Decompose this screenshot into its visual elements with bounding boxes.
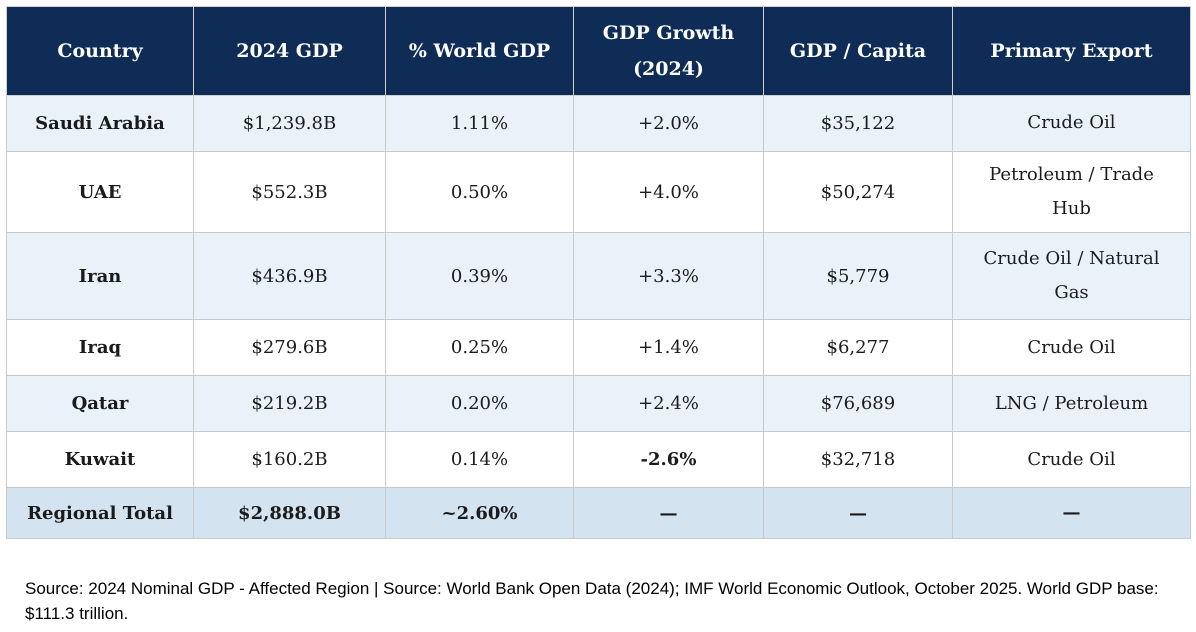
column-header-2024-gdp: 2024 GDP (193, 6, 386, 96)
cell-country: Regional Total (6, 487, 194, 540)
cell-export: Crude Oil (952, 431, 1191, 489)
cell-world-pct: 0.20% (385, 375, 574, 433)
cell-world-pct: 0.14% (385, 431, 574, 489)
cell-country: Saudi Arabia (6, 95, 194, 152)
cell-export: LNG / Petroleum (952, 375, 1191, 433)
cell-per-capita: $6,277 (763, 319, 953, 377)
cell-per-capita: — (763, 487, 953, 540)
table-row-qatar: Qatar $219.2B 0.20% +2.4% $76,689 LNG / … (6, 375, 1191, 433)
table-row-iran: Iran $436.9B 0.39% +3.3% $5,779 Crude Oi… (6, 232, 1191, 321)
cell-gdp: $436.9B (193, 232, 386, 321)
table-row-iraq: Iraq $279.6B 0.25% +1.4% $6,277 Crude Oi… (6, 319, 1191, 377)
cell-world-pct: 0.50% (385, 150, 574, 234)
cell-world-pct: ~2.60% (385, 487, 574, 540)
cell-export: — (952, 487, 1191, 540)
cell-export: Crude Oil (952, 319, 1191, 377)
cell-gdp: $552.3B (193, 150, 386, 234)
gdp-table: Country 2024 GDP % World GDP GDP Growth … (6, 6, 1191, 540)
cell-country: Kuwait (6, 431, 194, 489)
cell-growth: +3.3% (573, 232, 764, 321)
cell-country: UAE (6, 150, 194, 234)
cell-gdp: $219.2B (193, 375, 386, 433)
cell-world-pct: 0.25% (385, 319, 574, 377)
cell-gdp: $279.6B (193, 319, 386, 377)
cell-gdp: $160.2B (193, 431, 386, 489)
table-row-saudi-arabia: Saudi Arabia $1,239.8B 1.11% +2.0% $35,1… (6, 95, 1191, 152)
cell-country: Qatar (6, 375, 194, 433)
table-body: Saudi Arabia $1,239.8B 1.11% +2.0% $35,1… (6, 95, 1191, 540)
cell-export: Crude Oil (952, 95, 1191, 152)
cell-gdp: $1,239.8B (193, 95, 386, 152)
column-header-country: Country (6, 6, 194, 96)
cell-per-capita: $32,718 (763, 431, 953, 489)
cell-per-capita: $35,122 (763, 95, 953, 152)
cell-growth: — (573, 487, 764, 540)
column-header-primary-export: Primary Export (952, 6, 1191, 96)
cell-growth: -2.6% (573, 431, 764, 489)
cell-growth: +2.4% (573, 375, 764, 433)
cell-world-pct: 0.39% (385, 232, 574, 321)
source-note: Source: 2024 Nominal GDP - Affected Regi… (25, 579, 1159, 624)
cell-growth: +1.4% (573, 319, 764, 377)
cell-growth: +2.0% (573, 95, 764, 152)
cell-country: Iraq (6, 319, 194, 377)
cell-world-pct: 1.11% (385, 95, 574, 152)
table-row-regional-total: Regional Total $2,888.0B ~2.60% — — — (6, 487, 1191, 540)
column-header-gdp-per-capita: GDP / Capita (763, 6, 953, 96)
table-row-kuwait: Kuwait $160.2B 0.14% -2.6% $32,718 Crude… (6, 431, 1191, 489)
cell-export: Crude Oil / Natural Gas (952, 232, 1191, 321)
table-header: Country 2024 GDP % World GDP GDP Growth … (6, 6, 1191, 96)
column-header-pct-world-gdp: % World GDP (385, 6, 574, 96)
cell-per-capita: $76,689 (763, 375, 953, 433)
cell-per-capita: $50,274 (763, 150, 953, 234)
header-row: Country 2024 GDP % World GDP GDP Growth … (6, 6, 1191, 96)
cell-growth: +4.0% (573, 150, 764, 234)
column-header-gdp-growth: GDP Growth (2024) (573, 6, 764, 96)
cell-per-capita: $5,779 (763, 232, 953, 321)
cell-gdp: $2,888.0B (193, 487, 386, 540)
cell-export: Petroleum / Trade Hub (952, 150, 1191, 234)
cell-country: Iran (6, 232, 194, 321)
table-row-uae: UAE $552.3B 0.50% +4.0% $50,274 Petroleu… (6, 150, 1191, 234)
